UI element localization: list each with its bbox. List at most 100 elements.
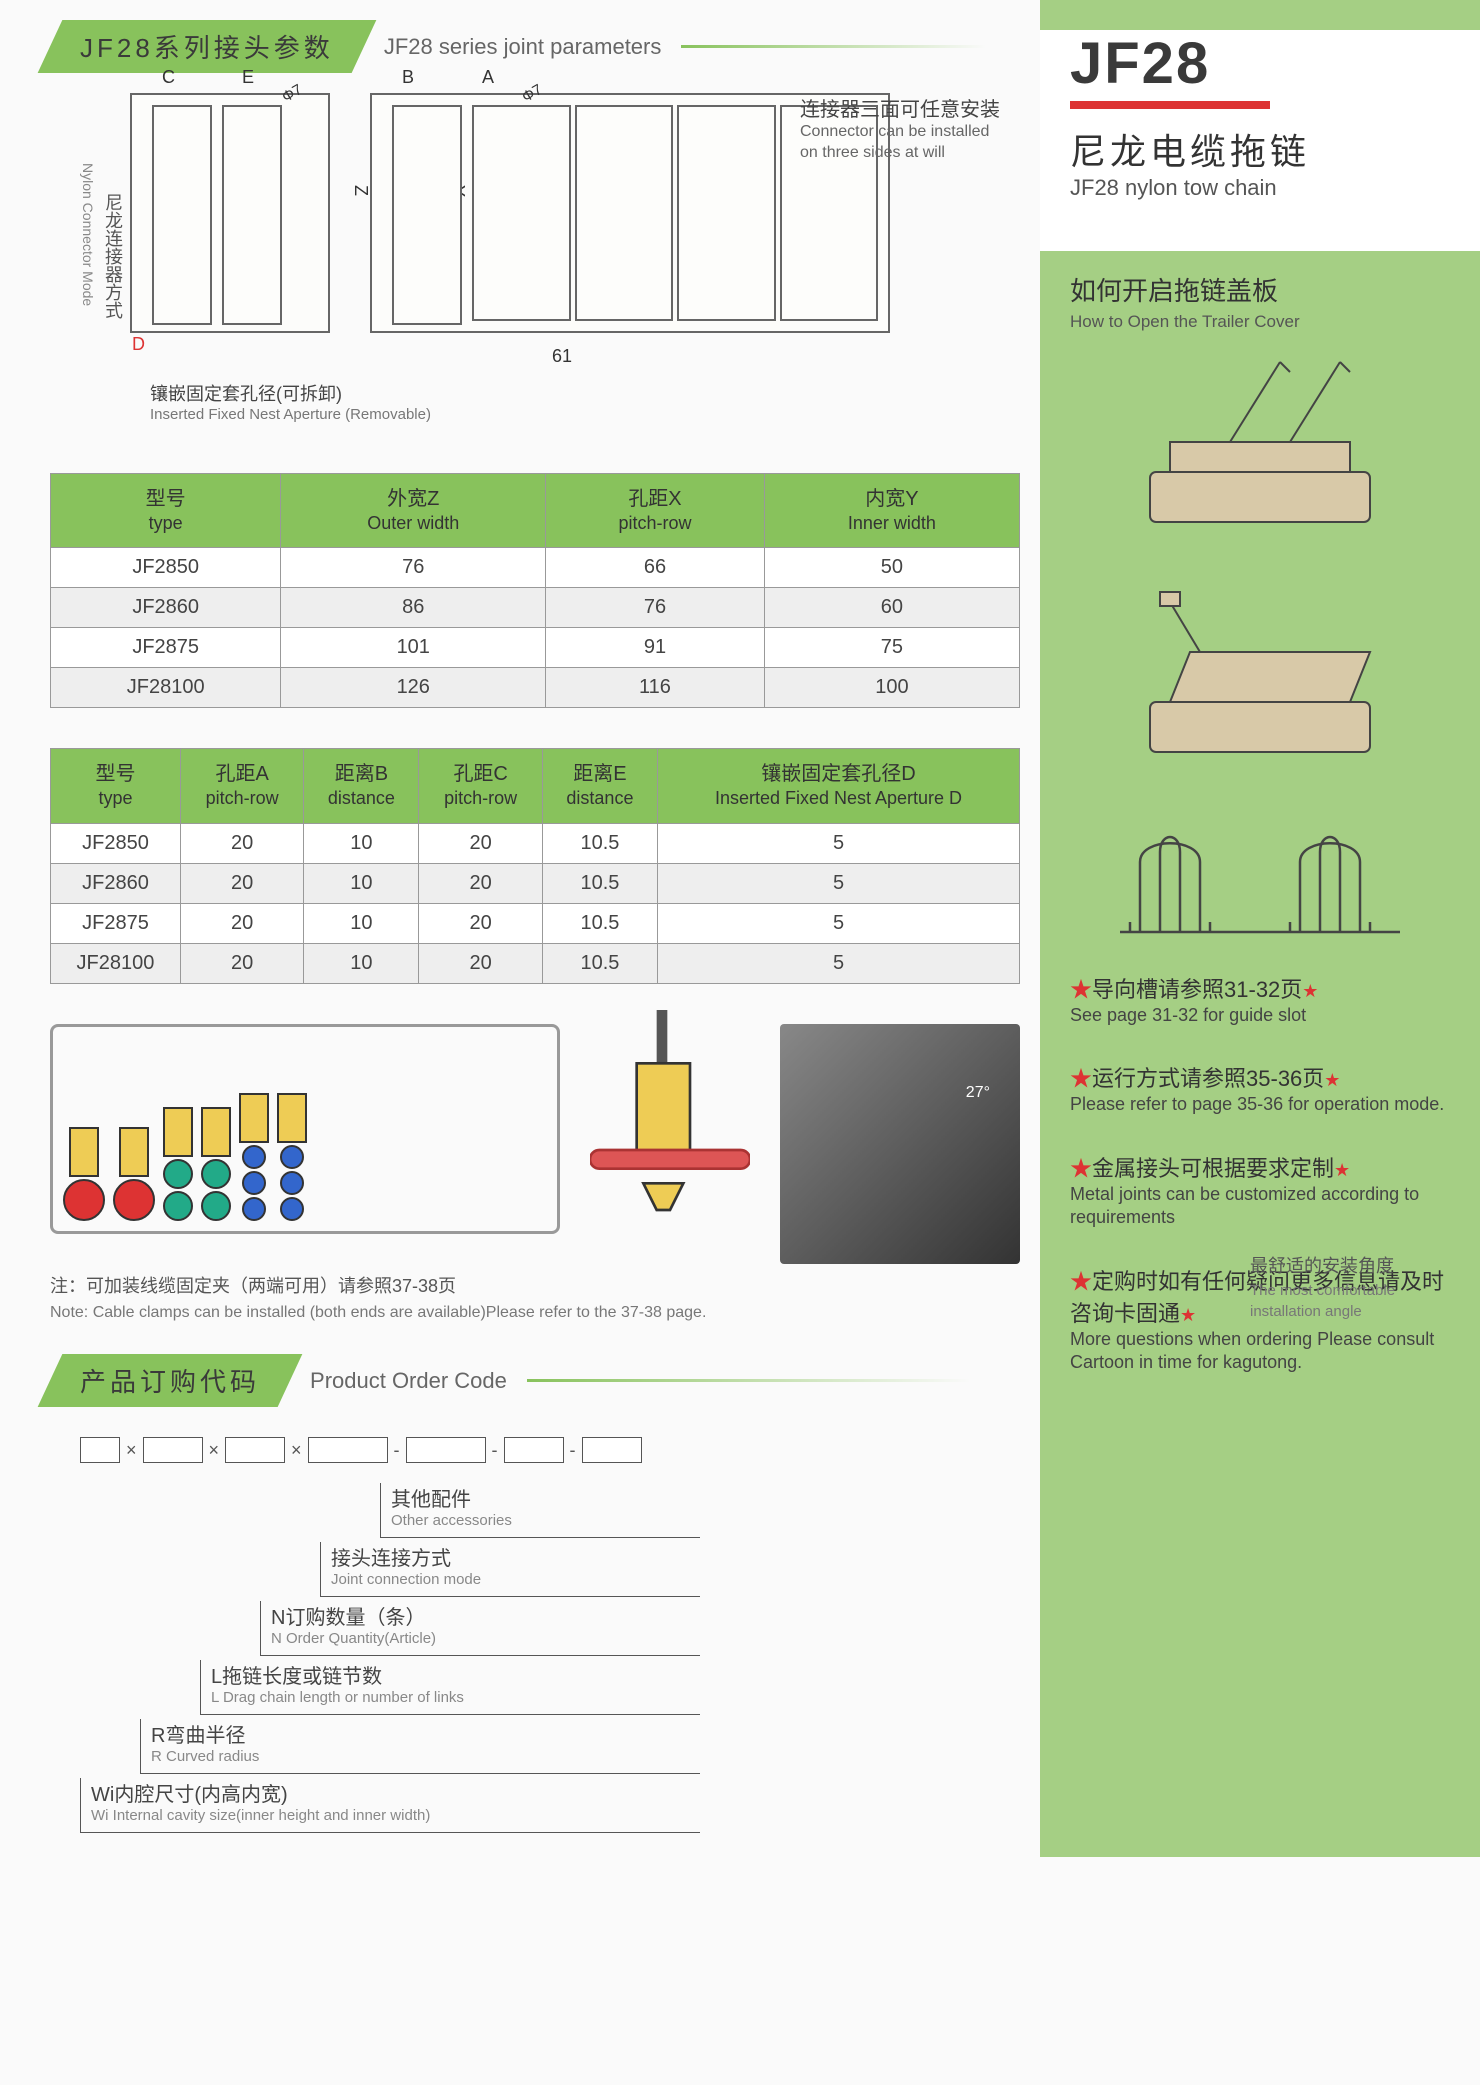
clamp-box-multi <box>50 1024 560 1234</box>
table-cell: 91 <box>546 628 765 668</box>
order-code-diagram: ×××--- 其他配件Other accessories接头连接方式Joint … <box>50 1437 1020 1833</box>
table-cell: 20 <box>180 943 303 983</box>
table-cell: 20 <box>180 823 303 863</box>
table-cell: 10.5 <box>542 823 657 863</box>
table-cell: 60 <box>764 588 1019 628</box>
product-code: JF28 <box>1070 30 1480 97</box>
nest-label-en: Inserted Fixed Nest Aperture (Removable) <box>150 406 431 423</box>
angle-note-en2: installation angle <box>1250 1301 1450 1322</box>
table-cell: JF28100 <box>51 668 281 708</box>
order-code-sep: - <box>570 1440 576 1461</box>
table-header: 镶嵌固定套孔径DInserted Fixed Nest Aperture D <box>658 749 1020 823</box>
diagram-vert-cn: 尼龙连接器方式 <box>100 193 126 319</box>
table-cell: 10 <box>304 903 419 943</box>
header2-cn: 产品订购代码 <box>80 1362 260 1399</box>
table-row: JF2810020102010.55 <box>51 943 1020 983</box>
order-code-box <box>143 1437 203 1463</box>
angle-note-en1: The most comfortable <box>1250 1280 1450 1301</box>
dim-B: B <box>402 67 414 88</box>
table-cell: 10 <box>304 863 419 903</box>
table-cell: 76 <box>281 548 546 588</box>
clamp-illustration: 27° <box>50 1024 1020 1264</box>
table-row: JF2850766650 <box>51 548 1020 588</box>
dim-phi7-2: Φ7 <box>519 81 545 106</box>
header2-en: Product Order Code <box>310 1368 507 1394</box>
bracket-diagram <box>1070 812 1450 952</box>
table-cell: JF28100 <box>51 943 181 983</box>
table-cell: 10 <box>304 823 419 863</box>
product-name-en: JF28 nylon tow chain <box>1070 175 1480 201</box>
dim-A: A <box>482 67 494 88</box>
table-cell: 76 <box>546 588 765 628</box>
order-code-sep: - <box>492 1440 498 1461</box>
angle-27: 27° <box>966 1084 990 1102</box>
table-cell: 116 <box>546 668 765 708</box>
clamp-note: 注：可加装线缆固定夹（两端可用）请参照37-38页 Note: Cable cl… <box>50 1274 1020 1325</box>
dim-C: C <box>162 67 175 88</box>
table-cell: 66 <box>546 548 765 588</box>
table-header: 孔距Cpitch-row <box>419 749 542 823</box>
angle-note: 最舒适的安装角度 The most comfortable installati… <box>1250 1254 1450 1321</box>
product-name-cn: 尼龙电缆拖链 <box>1070 123 1480 175</box>
table-cell: 20 <box>419 943 542 983</box>
order-code-sep: × <box>126 1440 137 1461</box>
diagram-connector-note: 连接器三面可任意安装 Connector can be installed on… <box>800 93 1000 164</box>
order-code-sep: × <box>209 1440 220 1461</box>
table-cell: 20 <box>419 863 542 903</box>
open-cover-diagram-2 <box>1070 582 1450 782</box>
sidebar-note: ★金属接头可根据要求定制★Metal joints can be customi… <box>1070 1151 1450 1230</box>
table-cell: 101 <box>281 628 546 668</box>
sidebar: JF28 尼龙电缆拖链 JF28 nylon tow chain 如何开启拖链盖… <box>1040 0 1480 1857</box>
order-code-box <box>225 1437 285 1463</box>
table-header: 孔距Xpitch-row <box>546 474 765 548</box>
table-cell: 126 <box>281 668 546 708</box>
table-row: JF28751019175 <box>51 628 1020 668</box>
section-header-params: JF28系列接头参数 JF28 series joint parameters <box>50 20 1020 73</box>
clamp-box-single <box>580 1024 760 1234</box>
joint-diagram: 尼龙连接器方式 Nylon Connector Mode C E Φ7 X D … <box>50 93 1020 443</box>
diagram-vert-en: Nylon Connector Mode <box>80 163 96 306</box>
dim-61: 61 <box>552 346 572 367</box>
order-code-box <box>308 1437 388 1463</box>
table-cell: JF2875 <box>51 628 281 668</box>
table-header: 距离Bdistance <box>304 749 419 823</box>
spec-table-2: 型号type孔距Apitch-row距离Bdistance孔距Cpitch-ro… <box>50 748 1020 983</box>
table-cell: JF2860 <box>51 863 181 903</box>
table-cell: JF2850 <box>51 548 281 588</box>
dim-E: E <box>242 67 254 88</box>
sidebar-note: ★运行方式请参照35-36页★Please refer to page 35-3… <box>1070 1061 1450 1116</box>
table-header: 型号type <box>51 749 181 823</box>
table-cell: 10.5 <box>542 863 657 903</box>
order-code-item: L拖链长度或链节数L Drag chain length or number o… <box>200 1660 700 1715</box>
table-header: 型号type <box>51 474 281 548</box>
table-cell: 20 <box>419 903 542 943</box>
table-cell: 20 <box>180 903 303 943</box>
table-cell: 10 <box>304 943 419 983</box>
title-underline <box>1070 101 1270 109</box>
diagram-nest-label: 镶嵌固定套孔径(可拆卸) Inserted Fixed Nest Apertur… <box>150 380 431 423</box>
order-code-box <box>504 1437 564 1463</box>
nest-label-cn: 镶嵌固定套孔径(可拆卸) <box>150 384 342 404</box>
connector-note-en2: on three sides at will <box>800 143 1000 164</box>
table-cell: JF2860 <box>51 588 281 628</box>
table-cell: 100 <box>764 668 1019 708</box>
table-cell: 5 <box>658 823 1020 863</box>
spec-table-1: 型号type外宽ZOuter width孔距Xpitch-row内宽YInner… <box>50 473 1020 708</box>
table-cell: 20 <box>419 823 542 863</box>
angle-note-cn: 最舒适的安装角度 <box>1250 1256 1394 1276</box>
dim-D: D <box>132 334 145 355</box>
dim-phi7-1: Φ7 <box>279 81 305 106</box>
table-cell: 50 <box>764 548 1019 588</box>
clamp-note-cn: 注：可加装线缆固定夹（两端可用）请参照37-38页 <box>50 1276 456 1296</box>
order-code-item: 接头连接方式Joint connection mode <box>320 1542 700 1597</box>
table-cell: JF2875 <box>51 903 181 943</box>
open-cover-diagram-1 <box>1070 352 1450 552</box>
table-header: 距离Edistance <box>542 749 657 823</box>
open-cover-cn: 如何开启拖链盖板 <box>1070 271 1450 308</box>
table-cell: 10.5 <box>542 903 657 943</box>
order-code-item: N订购数量（条）N Order Quantity(Article) <box>260 1601 700 1656</box>
install-angle-photo: 27° <box>780 1024 1020 1264</box>
open-cover-en: How to Open the Trailer Cover <box>1070 312 1450 332</box>
table-cell: 5 <box>658 863 1020 903</box>
table-row: JF2860867660 <box>51 588 1020 628</box>
